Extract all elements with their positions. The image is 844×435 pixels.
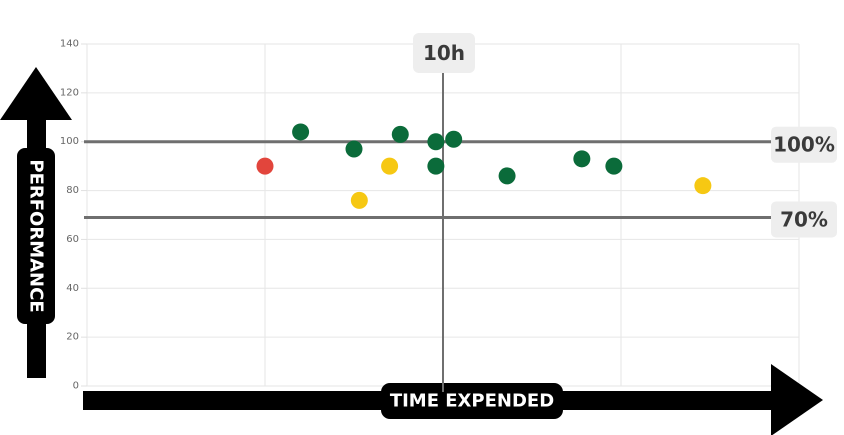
reference-label-box bbox=[771, 126, 837, 163]
y-tick-label: 80 bbox=[66, 185, 79, 196]
y-tick-label: 100 bbox=[60, 136, 79, 147]
data-point-green bbox=[573, 150, 591, 168]
data-point-green bbox=[292, 123, 310, 141]
data-point-green bbox=[345, 140, 363, 158]
data-point-yellow bbox=[694, 177, 712, 195]
x-axis-title: TIME EXPENDED bbox=[381, 383, 563, 419]
y-axis-title: PERFORMANCE bbox=[17, 148, 55, 324]
x-axis-title-text: TIME EXPENDED bbox=[390, 391, 554, 412]
reference-label-horizontal: 70% bbox=[780, 207, 828, 231]
data-point-yellow bbox=[350, 191, 368, 209]
y-tick-label: 20 bbox=[66, 332, 79, 343]
reference-label-box bbox=[413, 33, 475, 73]
data-points bbox=[256, 123, 712, 209]
data-point-green bbox=[427, 157, 445, 175]
y-tick-label: 140 bbox=[60, 39, 79, 50]
y-tick-label: 60 bbox=[66, 234, 79, 245]
y-axis-title-text: PERFORMANCE bbox=[26, 159, 47, 312]
data-point-green bbox=[445, 130, 463, 148]
data-point-green bbox=[427, 133, 445, 151]
reference-label-box bbox=[771, 201, 837, 238]
reference-label-vertical: 10h bbox=[423, 41, 465, 65]
data-point-green bbox=[391, 125, 409, 143]
data-point-yellow bbox=[381, 157, 399, 175]
y-tick-label: 0 bbox=[73, 381, 79, 392]
y-axis-ticks: 0 20 40 60 80 100 120 140 bbox=[60, 39, 87, 392]
y-tick-label: 40 bbox=[66, 283, 79, 294]
y-tick-label: 120 bbox=[60, 87, 79, 98]
reference-label-horizontal: 100% bbox=[773, 133, 835, 157]
data-point-green bbox=[498, 167, 516, 185]
data-point-green bbox=[605, 157, 623, 175]
data-point-red bbox=[256, 157, 274, 175]
reference-lines: 100% 70% 10h bbox=[84, 33, 837, 392]
